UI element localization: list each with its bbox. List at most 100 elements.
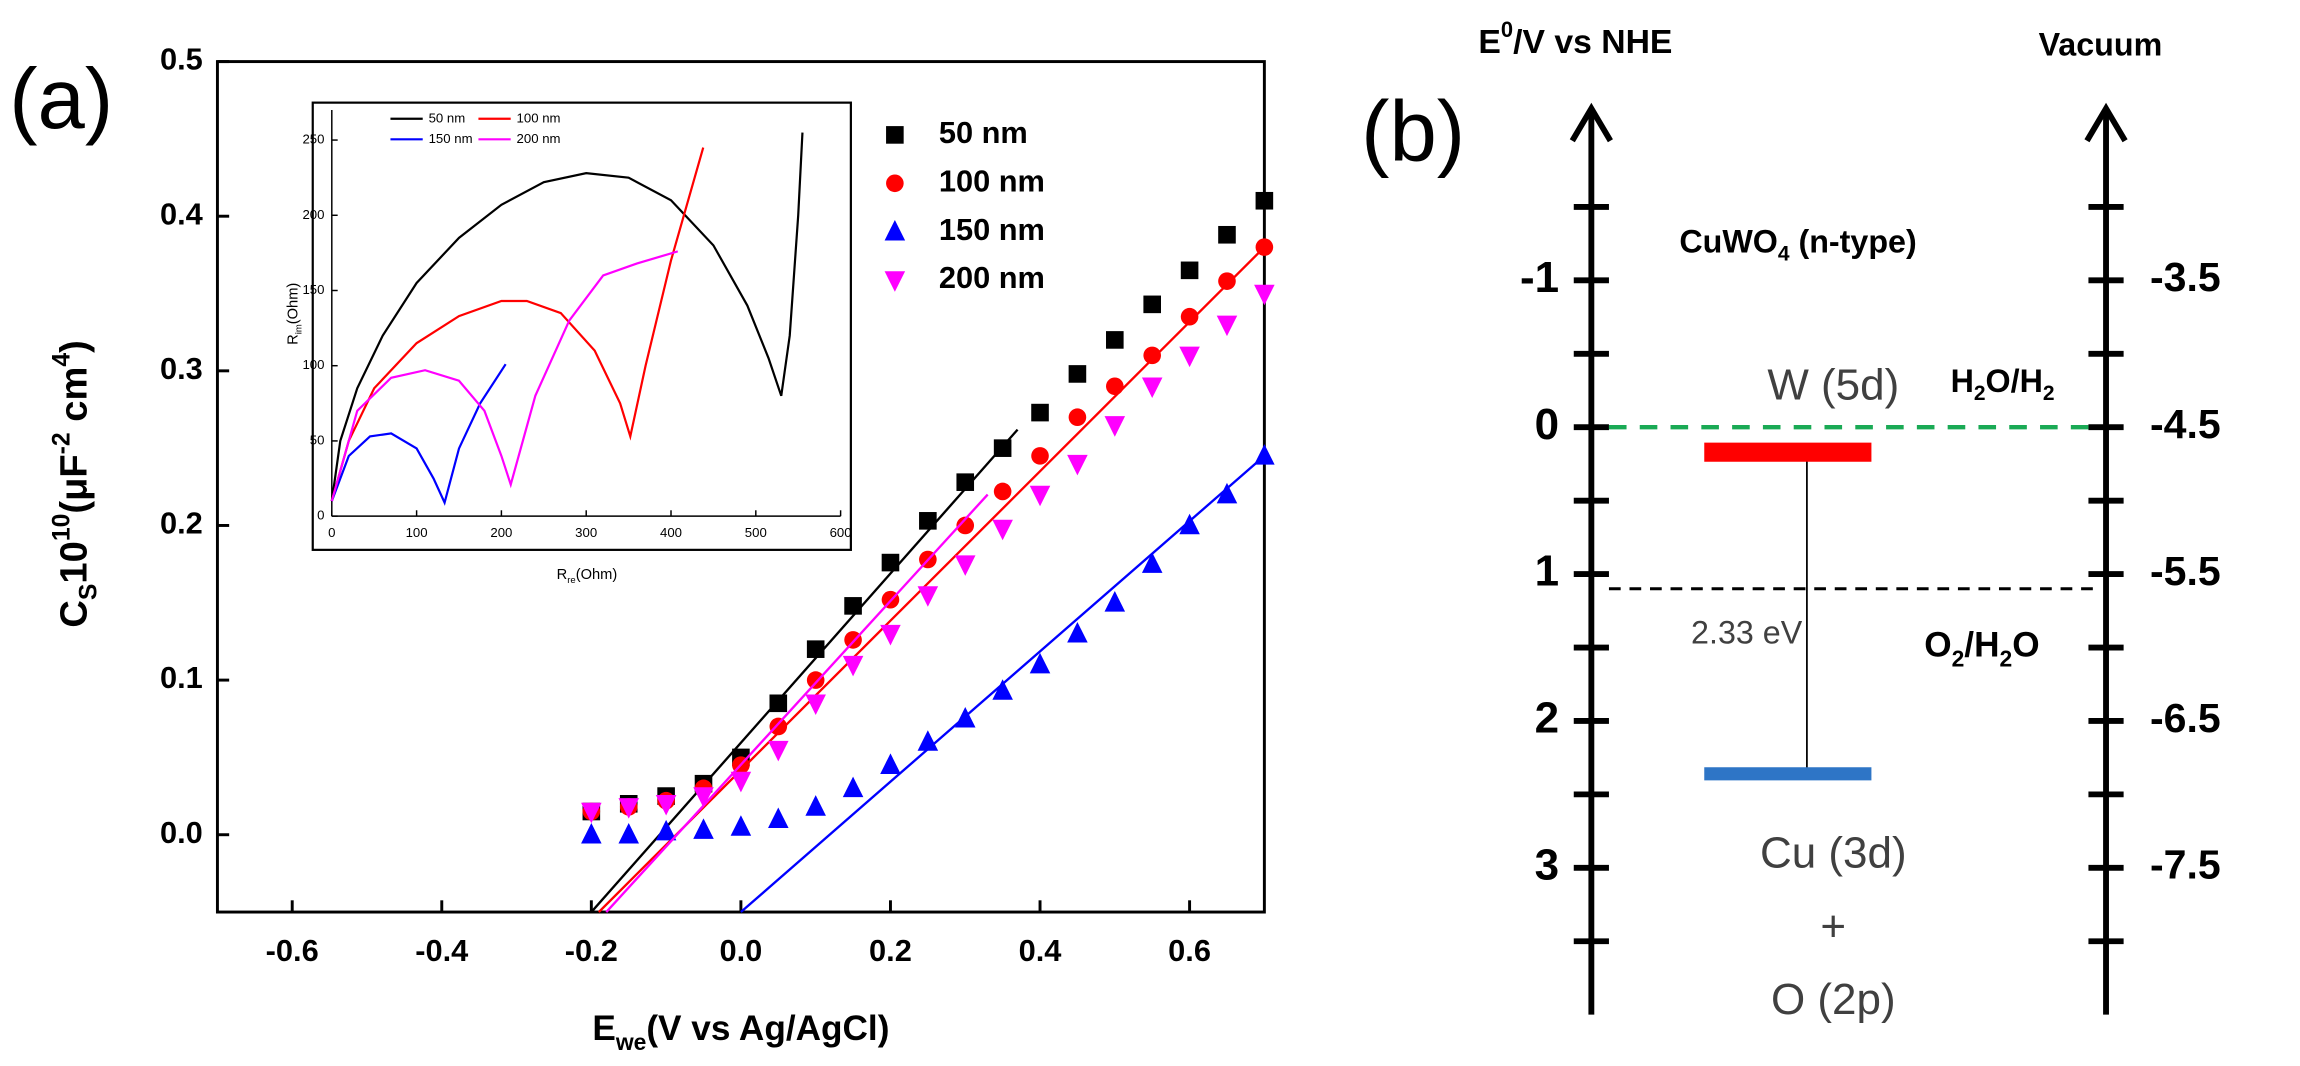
legend-marker <box>886 174 904 193</box>
marker <box>917 586 939 607</box>
inset-y-tick-label: 50 <box>310 432 325 447</box>
inset-y-tick-label: 0 <box>317 508 324 523</box>
inset-frame <box>311 101 852 551</box>
marker <box>805 795 826 816</box>
redox-label-part: 2 <box>1974 382 1986 405</box>
x-tick-label: 0.6 <box>1168 933 1211 968</box>
y2-tick-label: -3.5 <box>2150 254 2221 300</box>
marker <box>919 512 937 530</box>
marker <box>655 795 677 816</box>
legend-marker <box>884 271 906 292</box>
marker <box>1104 416 1126 437</box>
marker <box>768 740 789 762</box>
marker <box>844 597 862 615</box>
x-axis-label: Ewe(V vs Ag/AgCl) <box>592 1009 889 1055</box>
marker <box>1031 447 1049 465</box>
marker <box>1106 377 1124 396</box>
inset-y-tick-label: 100 <box>302 357 324 372</box>
y-tick-label: 0 <box>1535 400 1559 449</box>
inset-x-tick-label: 100 <box>406 525 428 540</box>
marker <box>1141 552 1163 573</box>
marker <box>1216 315 1238 337</box>
marker <box>1255 238 1274 256</box>
legend-marker <box>886 126 904 144</box>
redox-label-part: O <box>1924 626 1951 665</box>
y2-tick-label: -7.5 <box>2150 842 2221 888</box>
marker <box>880 753 901 774</box>
marker <box>1104 591 1126 612</box>
y-axis-label-part: 0 <box>1501 17 1513 42</box>
y-axis-label-part: 10 <box>49 514 76 542</box>
inset-x-tick-label: 400 <box>660 525 682 540</box>
redox-label-part: O <box>2012 626 2039 665</box>
inset-line <box>330 250 679 502</box>
inset-x-tick-label: 0 <box>328 525 335 540</box>
marker <box>1029 652 1051 674</box>
inset-line <box>330 147 705 502</box>
marker <box>954 707 976 728</box>
y-axis-label: E0/V vs NHE <box>1478 17 1672 61</box>
marker <box>1180 307 1199 326</box>
material-label-part: CuWO <box>1679 223 1778 259</box>
marker <box>1068 408 1087 427</box>
band-label: W (5d) <box>1767 360 1899 409</box>
y-axis-label-part: (μF <box>53 454 96 513</box>
redox-label-part: /H <box>1964 626 1999 665</box>
marker <box>1067 454 1088 476</box>
marker <box>1254 444 1275 465</box>
y-axis-label-part: /V vs NHE <box>1513 23 1672 61</box>
marker <box>1106 331 1124 349</box>
inset-y-label-part: (Ohm) <box>286 283 302 325</box>
legend-label: 100 nm <box>939 163 1045 198</box>
band-label: Cu (3d) <box>1760 829 1907 878</box>
x-tick-label: -0.2 <box>565 933 618 968</box>
x-tick-label: 0.4 <box>1019 933 1062 968</box>
y-axis-label-part: S <box>76 584 103 601</box>
y-tick-label: 2 <box>1535 694 1559 743</box>
marker <box>769 694 788 713</box>
redox-label: H2O/H2 <box>1951 363 2055 406</box>
x-tick-label: -0.4 <box>415 933 468 968</box>
marker <box>842 655 864 677</box>
marker <box>993 439 1012 457</box>
marker <box>993 482 1012 501</box>
inset-legend-label: 50 nm <box>429 110 466 125</box>
gap-label: 2.33 eV <box>1691 614 1803 650</box>
inset-x-tick-label: 600 <box>830 525 852 540</box>
legend-label: 150 nm <box>939 212 1045 247</box>
y2-tick-label: -4.5 <box>2150 401 2221 447</box>
x-tick-label: 0.0 <box>720 933 763 968</box>
marker <box>581 802 602 824</box>
panel-label: (b) <box>1361 84 1465 179</box>
marker <box>693 787 714 808</box>
fit-line <box>605 493 989 913</box>
material-label: CuWO4 (n-type) <box>1679 223 1916 266</box>
y-tick-label: 0.2 <box>160 506 203 541</box>
y-axis-label-part: C <box>53 600 96 628</box>
y-axis-label-part: -2 <box>49 432 76 454</box>
y2-tick-label: -5.5 <box>2150 548 2221 594</box>
inset-legend-label: 200 nm <box>517 131 561 146</box>
y-axis-label-part: cm <box>53 367 96 433</box>
y-tick-label: 0.0 <box>160 815 203 850</box>
y2-axis-label: Vacuum <box>2039 26 2163 62</box>
redox-label-part: O/H <box>1986 363 2043 399</box>
marker <box>1143 346 1161 365</box>
x-axis-label-part: (V vs Ag/AgCl) <box>646 1009 889 1048</box>
inset-legend-label: 100 nm <box>517 110 561 125</box>
inset-y-label-part: R <box>286 334 302 345</box>
inset-x-label-part: re <box>567 575 575 586</box>
panel-label: (a) <box>9 52 113 147</box>
marker <box>956 473 975 491</box>
y-tick-label: 0.4 <box>160 196 203 231</box>
marker <box>1067 621 1088 643</box>
marker <box>1216 482 1238 504</box>
y-axis-label: CS1010(μF-2 cm4) <box>49 340 103 628</box>
series <box>581 284 1275 913</box>
inset-line <box>330 132 804 502</box>
inset-x-label-part: (Ohm) <box>576 567 618 583</box>
y-tick-label: -1 <box>1520 253 1559 302</box>
y-tick-label: 0.3 <box>160 351 203 386</box>
